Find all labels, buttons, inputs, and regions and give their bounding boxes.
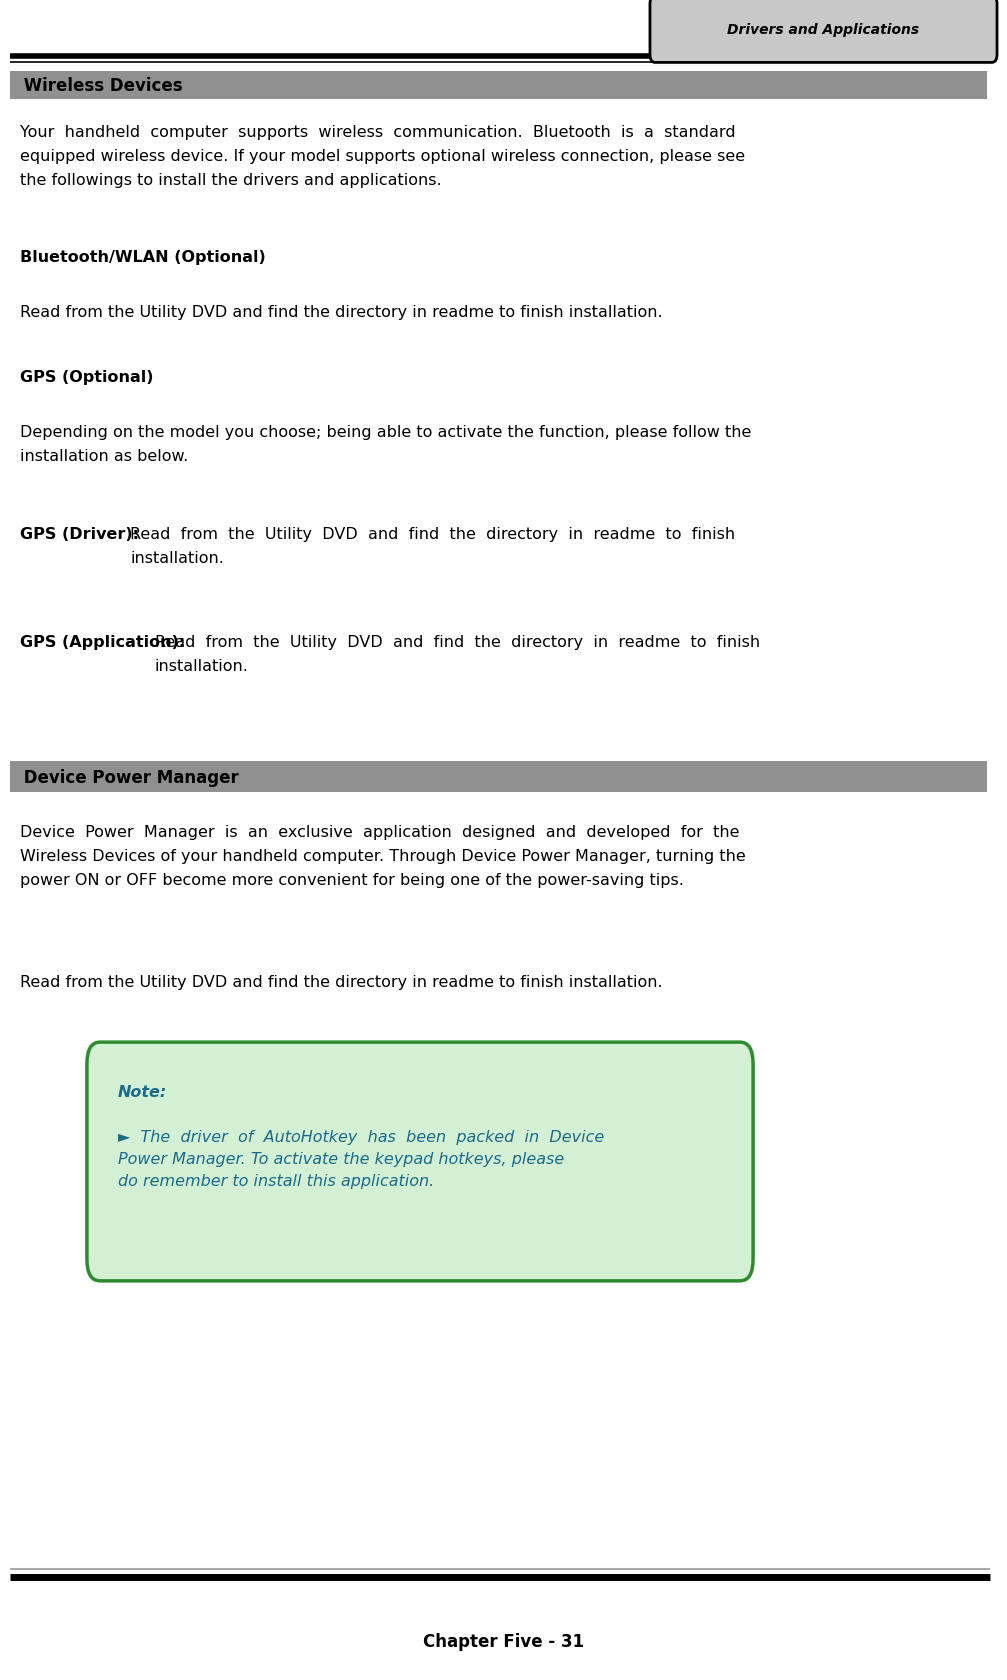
Text: Read  from  the  Utility  DVD  and  find  the  directory  in  readme  to  finish: Read from the Utility DVD and find the d… (130, 528, 735, 566)
FancyBboxPatch shape (650, 0, 997, 64)
FancyBboxPatch shape (87, 1043, 753, 1282)
Text: Device  Power  Manager  is  an  exclusive  application  designed  and  developed: Device Power Manager is an exclusive app… (20, 825, 746, 887)
Text: GPS (Optional): GPS (Optional) (20, 370, 153, 385)
Text: GPS (Driver):: GPS (Driver): (20, 528, 139, 541)
Text: GPS (Application):: GPS (Application): (20, 635, 185, 650)
Text: Bluetooth/WLAN (Optional): Bluetooth/WLAN (Optional) (20, 250, 266, 265)
Text: Read  from  the  Utility  DVD  and  find  the  directory  in  readme  to  finish: Read from the Utility DVD and find the d… (155, 635, 760, 674)
Text: Read from the Utility DVD and find the directory in readme to finish installatio: Read from the Utility DVD and find the d… (20, 304, 663, 319)
Text: Depending on the model you choose; being able to activate the function, please f: Depending on the model you choose; being… (20, 425, 751, 464)
Text: ►  The  driver  of  AutoHotkey  has  been  packed  in  Device
Power Manager. To : ► The driver of AutoHotkey has been pack… (118, 1129, 604, 1189)
Text: Drivers and Applications: Drivers and Applications (727, 24, 919, 37)
Text: Device Power Manager: Device Power Manager (18, 768, 239, 786)
Bar (10, 72, 987, 99)
Text: Your  handheld  computer  supports  wireless  communication.  Bluetooth  is  a  : Your handheld computer supports wireless… (20, 124, 745, 188)
Bar (10, 761, 987, 793)
Text: Wireless Devices: Wireless Devices (18, 77, 182, 96)
Text: Read from the Utility DVD and find the directory in readme to finish installatio: Read from the Utility DVD and find the d… (20, 974, 663, 990)
Text: Chapter Five - 31: Chapter Five - 31 (423, 1631, 584, 1650)
Text: Note:: Note: (118, 1084, 167, 1099)
